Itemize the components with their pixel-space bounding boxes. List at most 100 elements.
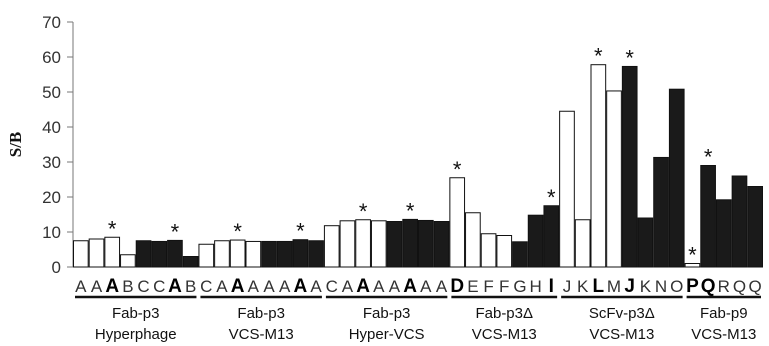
bar (308, 240, 324, 268)
group-label-line2: VCS-M13 (472, 326, 537, 343)
significance-stars: * * * * * * * * * * * * (108, 44, 713, 268)
y-tick-label: 30 (42, 153, 61, 172)
significance-star: * (625, 45, 634, 70)
bar (496, 235, 513, 268)
bar-letter: A (75, 277, 87, 296)
bars (73, 64, 763, 268)
bar (543, 205, 560, 268)
bar (402, 218, 418, 268)
group-label-line1: Fab-p3 (112, 305, 160, 322)
bar-letter: N (655, 277, 667, 296)
y-tick-label: 20 (42, 188, 61, 207)
bar (120, 254, 136, 268)
bar (590, 64, 607, 268)
bar-letter: K (640, 277, 652, 296)
bar-letter: B (122, 277, 133, 296)
bar-letter: F (483, 277, 493, 296)
bar-letter: J (624, 276, 635, 297)
significance-star: * (359, 199, 368, 224)
bar (182, 256, 199, 268)
significance-star: * (594, 44, 603, 69)
bar-letter: A (310, 277, 322, 296)
bar (449, 177, 466, 268)
group-label-line2: Hyperphage (95, 326, 177, 343)
bar-letter: A (231, 276, 245, 297)
bar-letter: A (373, 277, 385, 296)
bar-letter: A (168, 276, 182, 297)
group-label-line1: Fab-p9 (700, 305, 748, 322)
group-label-line2: VCS-M13 (691, 326, 756, 343)
bar (527, 214, 544, 268)
bar-letter: O (670, 277, 683, 296)
bar (339, 220, 356, 268)
bar-letter: A (342, 277, 354, 296)
bar-letter: A (105, 276, 119, 297)
bar (559, 110, 575, 268)
y-tick-label: 10 (42, 223, 61, 242)
bar-letter: Q (733, 277, 746, 296)
bar-letter: H (529, 277, 541, 296)
bar (261, 240, 277, 268)
bar (370, 220, 387, 268)
bar-letter: A (263, 277, 275, 296)
bar-letter: R (718, 277, 730, 296)
bar-letter: G (513, 277, 526, 296)
significance-star: * (547, 185, 556, 210)
bar-letter: A (389, 277, 401, 296)
bar-letter: F (499, 277, 509, 296)
bar (700, 165, 716, 268)
bar-letter: A (216, 277, 228, 296)
group-label-line1: ScFv-p3Δ (589, 305, 655, 322)
group-label-line1: Fab-p3 (363, 305, 411, 322)
bar (355, 219, 371, 268)
group-label-line2: VCS-M13 (229, 326, 294, 343)
bar-letter: P (686, 276, 699, 297)
bar-letter: D (450, 276, 464, 297)
bar (668, 88, 685, 268)
bar (512, 241, 528, 268)
significance-star: * (233, 219, 242, 244)
bar (245, 240, 262, 268)
bar (229, 239, 246, 268)
bar-letter: B (185, 277, 196, 296)
y-tick-label: 0 (52, 258, 61, 277)
bar-letter: C (200, 277, 212, 296)
bar-letter: A (420, 277, 432, 296)
significance-star: * (688, 243, 697, 268)
bar-letter: A (279, 277, 291, 296)
bar (214, 240, 230, 268)
bar-letter: A (248, 277, 260, 296)
bar-letter: C (326, 277, 338, 296)
bar (198, 243, 215, 268)
group-label-line1: Fab-p3Δ (475, 305, 533, 322)
bar-letter: L (593, 276, 605, 297)
bar-letter: I (549, 276, 554, 297)
bar-letter: Q (749, 277, 762, 296)
bar-letter: Q (701, 276, 716, 297)
bar (276, 240, 293, 268)
group-label-line2: VCS-M13 (589, 326, 654, 343)
bar (418, 219, 434, 268)
y-tick-label: 70 (42, 13, 61, 32)
bar-letter: A (436, 277, 448, 296)
bar (465, 212, 481, 268)
significance-star: * (453, 157, 462, 182)
bar (480, 233, 497, 268)
group-label-line1: Fab-p3 (237, 305, 285, 322)
bar (574, 219, 591, 268)
bar-letter: A (294, 276, 308, 297)
bar (621, 65, 638, 268)
y-tick-label: 50 (42, 83, 61, 102)
bar (731, 175, 748, 268)
bar (151, 240, 168, 268)
bar (292, 239, 309, 268)
bar-letter: C (153, 277, 165, 296)
bar (606, 90, 622, 268)
bar (684, 263, 701, 268)
bar-letter: J (563, 277, 572, 296)
bar (637, 217, 654, 268)
bar-letter: A (356, 276, 370, 297)
bar (386, 221, 403, 268)
